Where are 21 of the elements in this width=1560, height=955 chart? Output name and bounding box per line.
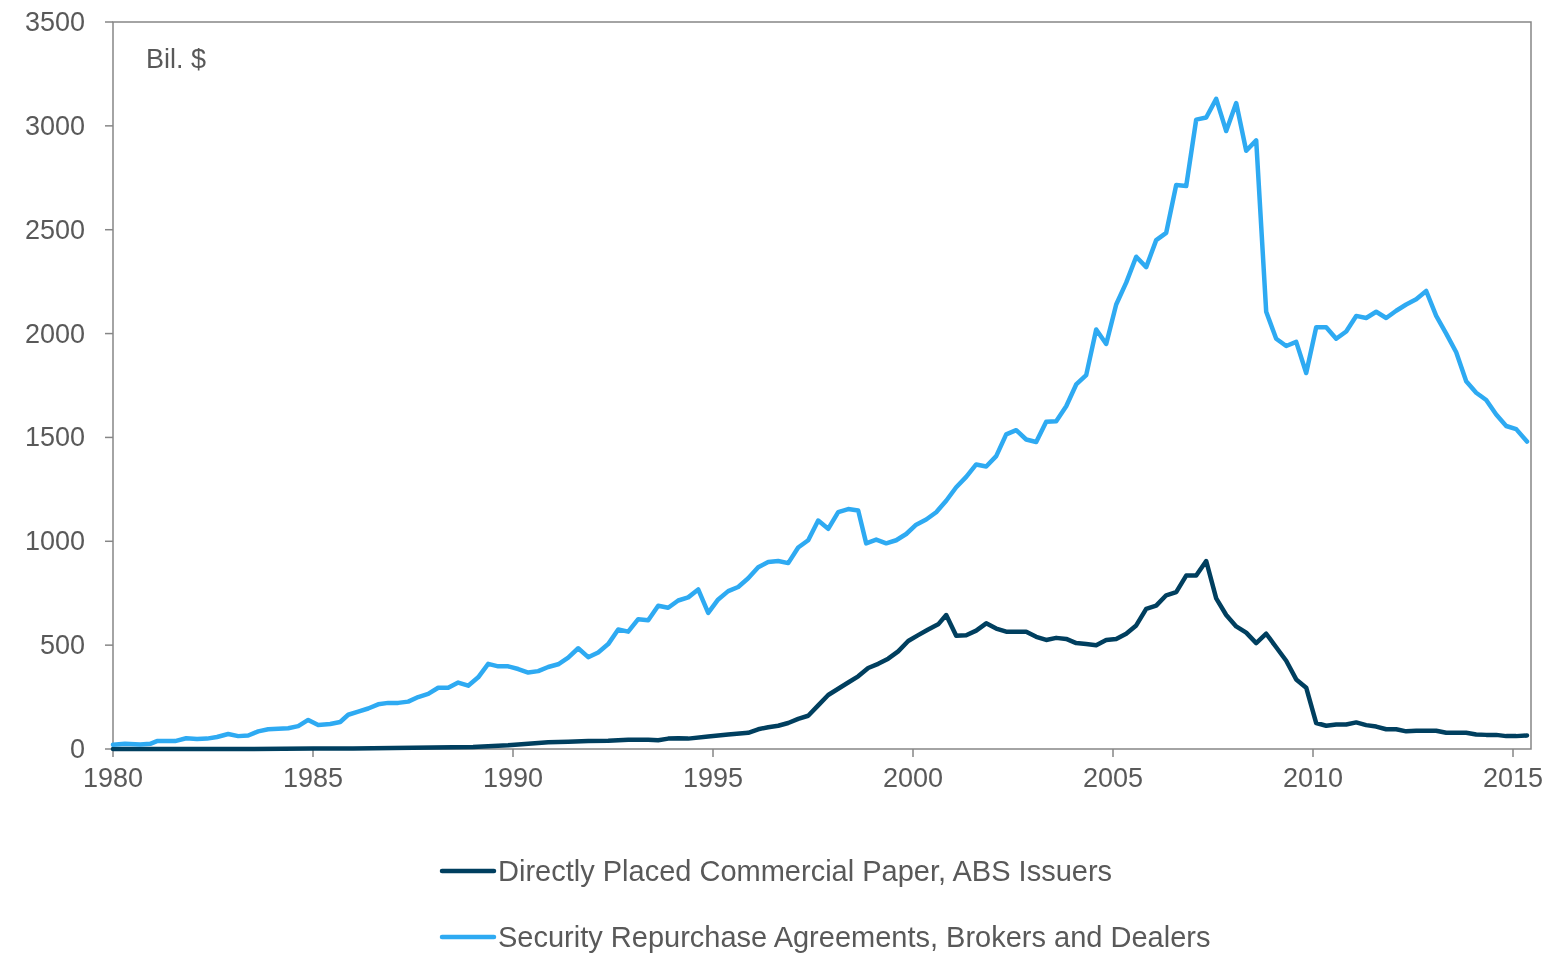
y-tick-label: 0 bbox=[69, 734, 85, 764]
y-tick-label: 2500 bbox=[24, 214, 85, 245]
annotation: Bil. $ bbox=[146, 44, 207, 74]
y-tick-label: 1500 bbox=[24, 422, 85, 453]
line-series bbox=[110, 558, 1530, 752]
x-tick-label: 2015 bbox=[1482, 763, 1544, 793]
legend-label: Security Repurchase Agreements, Brokers and Dealers bbox=[498, 921, 1211, 953]
x-tick-label: 2010 bbox=[1282, 763, 1344, 793]
x-tick-label: 1985 bbox=[282, 763, 344, 793]
line-series bbox=[110, 96, 1530, 748]
y-tick-label: 2000 bbox=[24, 318, 85, 349]
x-tick-label: 2000 bbox=[882, 763, 944, 793]
y-tick-label: 500 bbox=[39, 630, 85, 661]
x-tick-label: 1980 bbox=[82, 763, 144, 793]
y-tick-label: 3500 bbox=[24, 7, 85, 37]
x-tick-label: 2005 bbox=[1082, 763, 1144, 793]
legend-label: Directly Placed Commercial Paper, ABS Issuers bbox=[498, 855, 1113, 887]
y-tick-label: 1000 bbox=[24, 526, 85, 557]
x-tick-label: 1995 bbox=[682, 763, 744, 793]
x-tick-label: 1990 bbox=[482, 763, 544, 793]
y-tick-label: 3000 bbox=[24, 110, 85, 141]
